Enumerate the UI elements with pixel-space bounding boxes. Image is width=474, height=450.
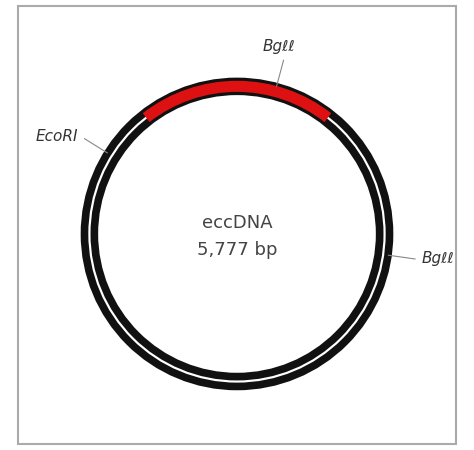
Text: Bgℓℓ: Bgℓℓ bbox=[263, 39, 295, 54]
Text: eccDNA: eccDNA bbox=[202, 214, 272, 232]
Text: 5,777 bp: 5,777 bp bbox=[197, 241, 277, 259]
Text: EcoRI: EcoRI bbox=[36, 129, 78, 144]
Text: Bgℓℓ: Bgℓℓ bbox=[422, 252, 455, 266]
